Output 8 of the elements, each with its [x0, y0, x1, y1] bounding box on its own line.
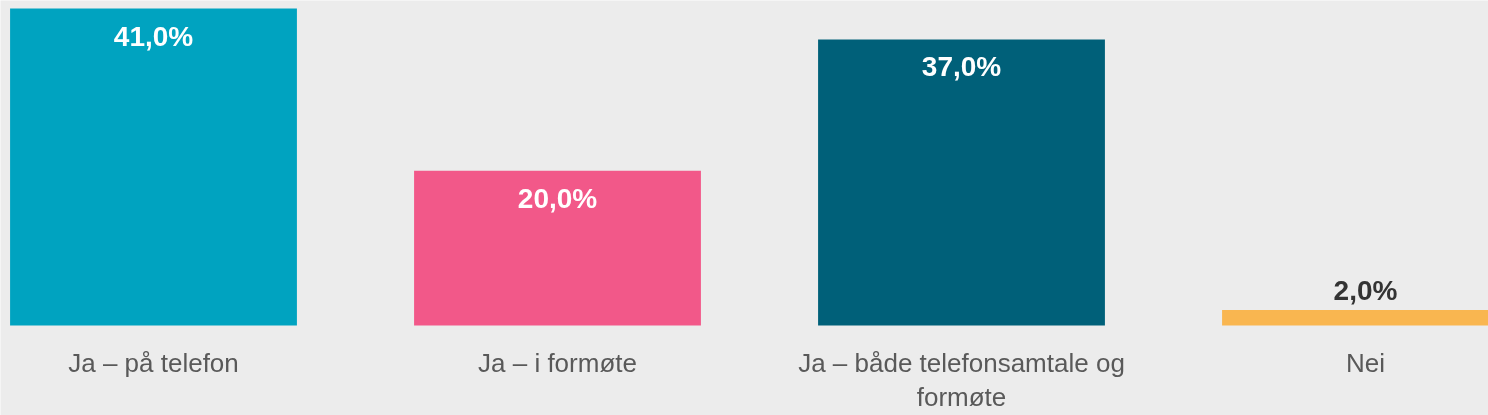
x-tick-label: Ja – både telefonsamtale og formøte	[798, 347, 1125, 412]
x-tick-label: Ja – i formøte	[478, 347, 637, 378]
data-label: 20,0%	[517, 182, 598, 214]
x-tick-label: Nei	[1345, 347, 1386, 378]
x-tick-label: Ja – på telefon	[68, 347, 239, 378]
data-label: 37,0%	[921, 51, 1002, 83]
data-label: 2,0%	[1333, 275, 1398, 307]
data-label: 41,0%	[113, 20, 194, 52]
